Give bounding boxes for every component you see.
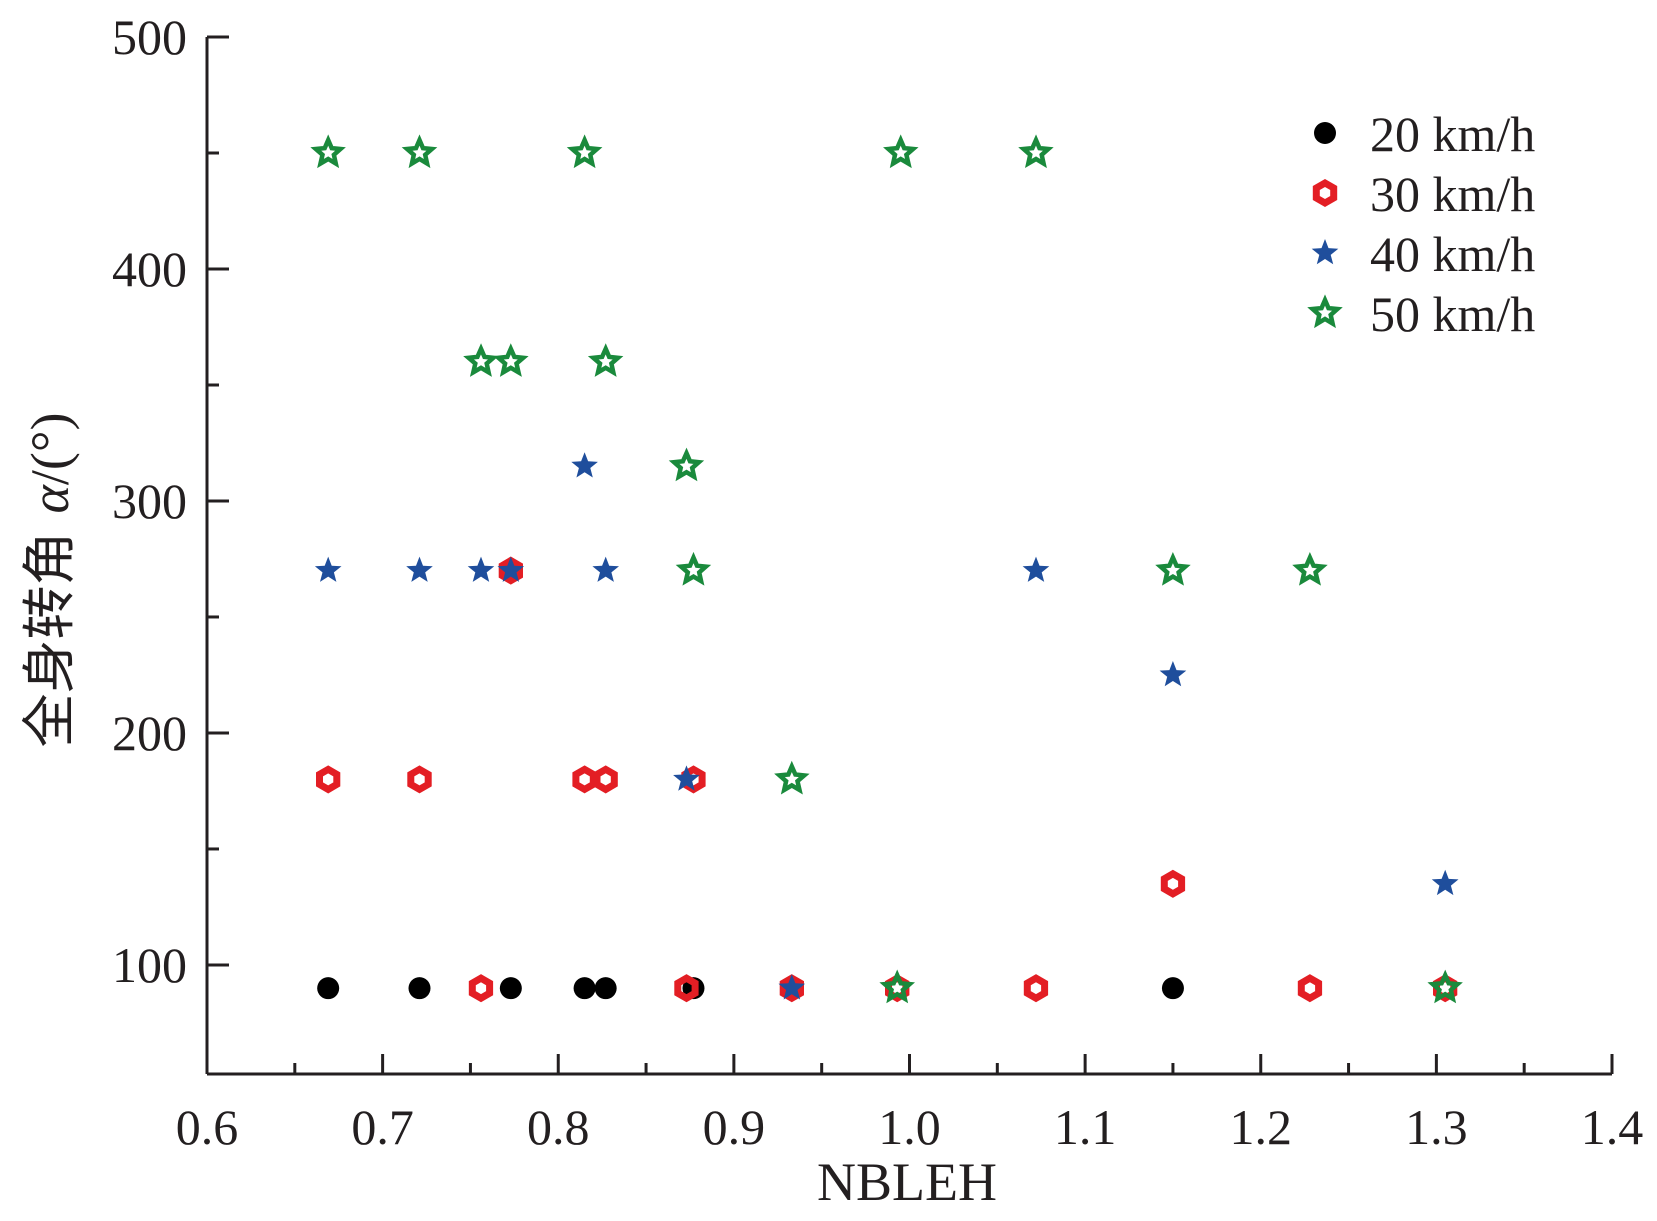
data-point: [499, 977, 522, 1000]
data-point: [774, 760, 810, 795]
data-point: [406, 556, 433, 582]
data-points: [310, 134, 1463, 1004]
y-tick-label: 300: [112, 473, 187, 529]
y-axis-title-text: 全身转角: [20, 531, 80, 747]
x-axis-ticks: 0.6 0.7 0.8 0.9 1.0 1.1 1.2 1.3 1.4: [176, 1054, 1644, 1155]
legend-marker: [1311, 239, 1339, 265]
y-tick-label: 100: [112, 937, 187, 993]
data-point: [497, 556, 525, 582]
data-point: [779, 974, 804, 1003]
legend-marker: [1307, 294, 1343, 329]
legend-label: 50 km/h: [1370, 286, 1535, 342]
data-point: [1297, 974, 1323, 1003]
data-point: [1292, 551, 1328, 586]
y-axis-ticks: 100 200 300 400 500: [112, 9, 229, 993]
data-point: [674, 974, 699, 1003]
data-point: [571, 452, 598, 478]
y-axis-title-unit: /(°): [20, 413, 80, 486]
series-1: [317, 977, 1184, 1000]
data-point: [468, 974, 494, 1003]
data-point: [778, 974, 806, 1000]
data-point: [593, 765, 618, 794]
data-point: [673, 765, 700, 791]
x-tick-label: 1.0: [878, 1099, 941, 1155]
data-point: [1159, 661, 1187, 687]
data-point: [1018, 134, 1054, 169]
y-tick-label: 200: [112, 705, 187, 761]
y-axis-title: 全身转角 α/(°): [20, 413, 80, 748]
data-point: [1427, 969, 1463, 1004]
legend: 20 km/h30 km/h40 km/h50 km/h: [1307, 106, 1535, 342]
data-point: [1023, 974, 1049, 1003]
legend-label: 40 km/h: [1370, 226, 1535, 282]
x-tick-label: 1.2: [1230, 1099, 1293, 1155]
data-point: [592, 556, 619, 582]
data-point: [883, 134, 919, 169]
y-tick-label: 400: [112, 241, 187, 297]
y-axis-title-symbol: α: [20, 483, 80, 513]
legend-item: 50 km/h: [1307, 286, 1535, 342]
data-point: [572, 765, 597, 794]
data-point: [493, 343, 529, 377]
x-tick-label: 0.7: [351, 1099, 414, 1155]
data-point: [675, 551, 712, 586]
data-point: [1022, 556, 1050, 582]
data-point: [668, 447, 705, 482]
data-point: [594, 977, 617, 1000]
data-point: [587, 343, 624, 377]
series-4: [310, 134, 1463, 1004]
data-point: [1431, 869, 1459, 896]
legend-item: 20 km/h: [1314, 106, 1535, 162]
data-point: [498, 556, 523, 585]
data-point: [310, 134, 346, 169]
svg-text:全身转角α/(°): 全身转角 α/(°): [20, 413, 80, 748]
data-point: [1160, 869, 1186, 898]
data-point: [401, 134, 438, 169]
x-axis-title: NBLEH: [817, 1152, 997, 1212]
x-tick-label: 0.8: [527, 1099, 590, 1155]
data-point: [314, 556, 342, 582]
x-tick-label: 1.4: [1581, 1099, 1644, 1155]
series-3: [314, 452, 1459, 1000]
x-tick-label: 0.9: [703, 1099, 766, 1155]
data-point: [467, 556, 495, 582]
legend-marker: [1312, 178, 1338, 208]
legend-marker: [1314, 122, 1336, 144]
data-point: [463, 343, 499, 377]
series-2: [316, 556, 1458, 1003]
legend-label: 20 km/h: [1370, 106, 1535, 162]
legend-label: 30 km/h: [1370, 166, 1535, 222]
data-point: [566, 134, 603, 169]
legend-item: 40 km/h: [1311, 226, 1535, 282]
y-tick-label: 500: [112, 9, 187, 65]
x-tick-label: 1.3: [1405, 1099, 1468, 1155]
data-point: [1161, 977, 1184, 1000]
legend-item: 30 km/h: [1312, 166, 1535, 222]
data-point: [573, 977, 596, 1000]
data-point: [317, 977, 340, 1000]
data-point: [1155, 551, 1191, 586]
data-point: [408, 977, 431, 1000]
x-tick-label: 1.1: [1054, 1099, 1117, 1155]
x-tick-label: 0.6: [176, 1099, 239, 1155]
data-point: [407, 765, 432, 794]
data-point: [879, 969, 916, 1004]
data-point: [316, 765, 341, 794]
